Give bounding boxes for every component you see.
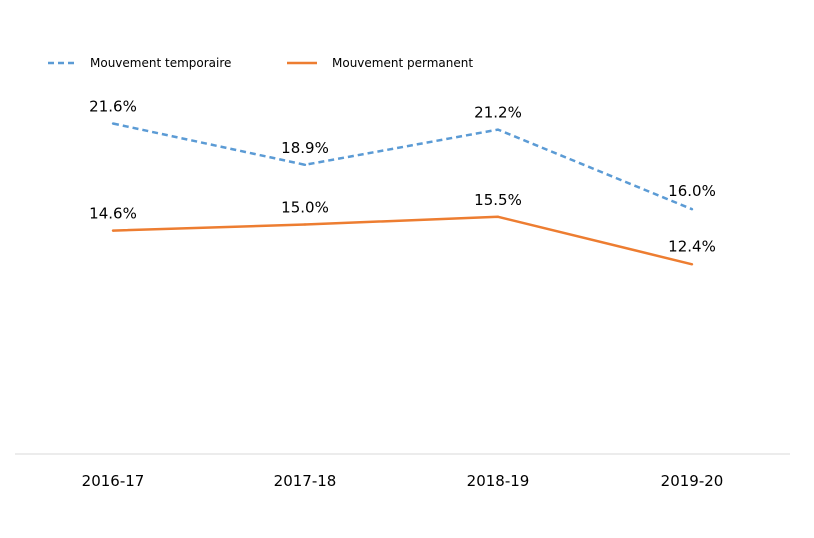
data-point [111,229,115,232]
data-point [303,223,307,226]
series-line [112,122,693,211]
x-tick-label: 2016-17 [82,472,145,490]
plot-area: 21.6% 18.9% 21.2% 16.0% 14.6% 15.0% 15.5% 12.4% [89,98,716,266]
x-tick-label: 2017-18 [274,472,337,490]
series-2: 14.6% 15.0% 15.5% 12.4% [89,191,716,266]
x-tick-label: 2018-19 [467,472,530,490]
x-tick-label: 2019-20 [661,472,724,490]
data-label: 18.9% [281,139,329,157]
data-point [690,208,694,211]
data-label: 12.4% [668,237,716,255]
legend-label: Mouvement permanent [332,56,473,70]
x-axis-tick-labels: 2016-17 2017-18 2018-19 2019-20 [82,472,724,490]
data-label: 15.5% [474,191,522,209]
legend-item: Mouvement temporaire [48,56,231,70]
data-point [303,163,307,167]
data-point [690,263,694,266]
data-label: 15.0% [281,199,329,217]
legend: Mouvement temporaire Mouvement permanent [48,56,473,70]
series-1: 21.6% 18.9% 21.2% 16.0% [89,98,716,211]
data-point [111,122,115,125]
data-point [496,128,500,131]
data-label: 21.2% [474,104,522,122]
legend-label: Mouvement temporaire [90,56,231,70]
data-point [496,215,500,219]
series-line [112,215,693,266]
data-label: 14.6% [89,205,137,223]
legend-item: Mouvement permanent [287,56,473,70]
data-label: 21.6% [89,98,137,116]
data-label: 16.0% [668,182,716,200]
